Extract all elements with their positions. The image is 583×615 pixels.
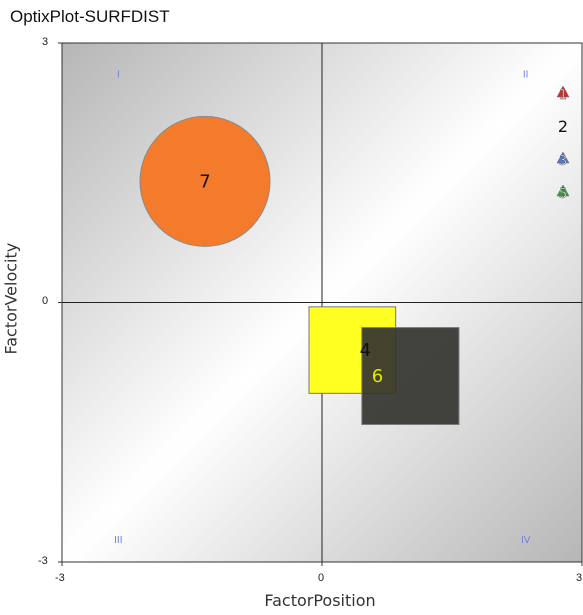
legend: 1 2 3 5 (556, 85, 570, 202)
y-tick-label: -3 (38, 555, 48, 567)
chart-title: OptixPlot-SURFDIST (10, 7, 170, 26)
square-6 (361, 327, 460, 425)
x-tick-label: -3 (55, 572, 65, 584)
quadrant-label: I (117, 70, 120, 81)
point-label: 6 (372, 366, 383, 387)
quadrant-label: III (114, 535, 122, 546)
x-tick-label: 0 (318, 572, 325, 584)
point-label: 7 (199, 171, 210, 192)
legend-marker-3 (556, 151, 570, 164)
point-label: 4 (360, 340, 371, 361)
x-tick-label: 3 (576, 572, 583, 584)
legend-label: 3 (559, 154, 567, 169)
legend-marker-1 (556, 85, 570, 98)
legend-label: 2 (558, 117, 568, 136)
y-tick-label: 3 (42, 36, 49, 48)
bubble-7 (139, 115, 271, 247)
legend-marker-5 (556, 184, 570, 197)
x-axis-label: FactorPosition (264, 591, 376, 610)
legend-label: 5 (559, 187, 567, 202)
y-axis-label: FactorVelocity (1, 242, 21, 355)
quadrant-label: IV (521, 535, 531, 546)
y-tick-label: 0 (42, 295, 49, 307)
quadrant-label: II (523, 70, 529, 81)
legend-label: 1 (559, 88, 567, 103)
